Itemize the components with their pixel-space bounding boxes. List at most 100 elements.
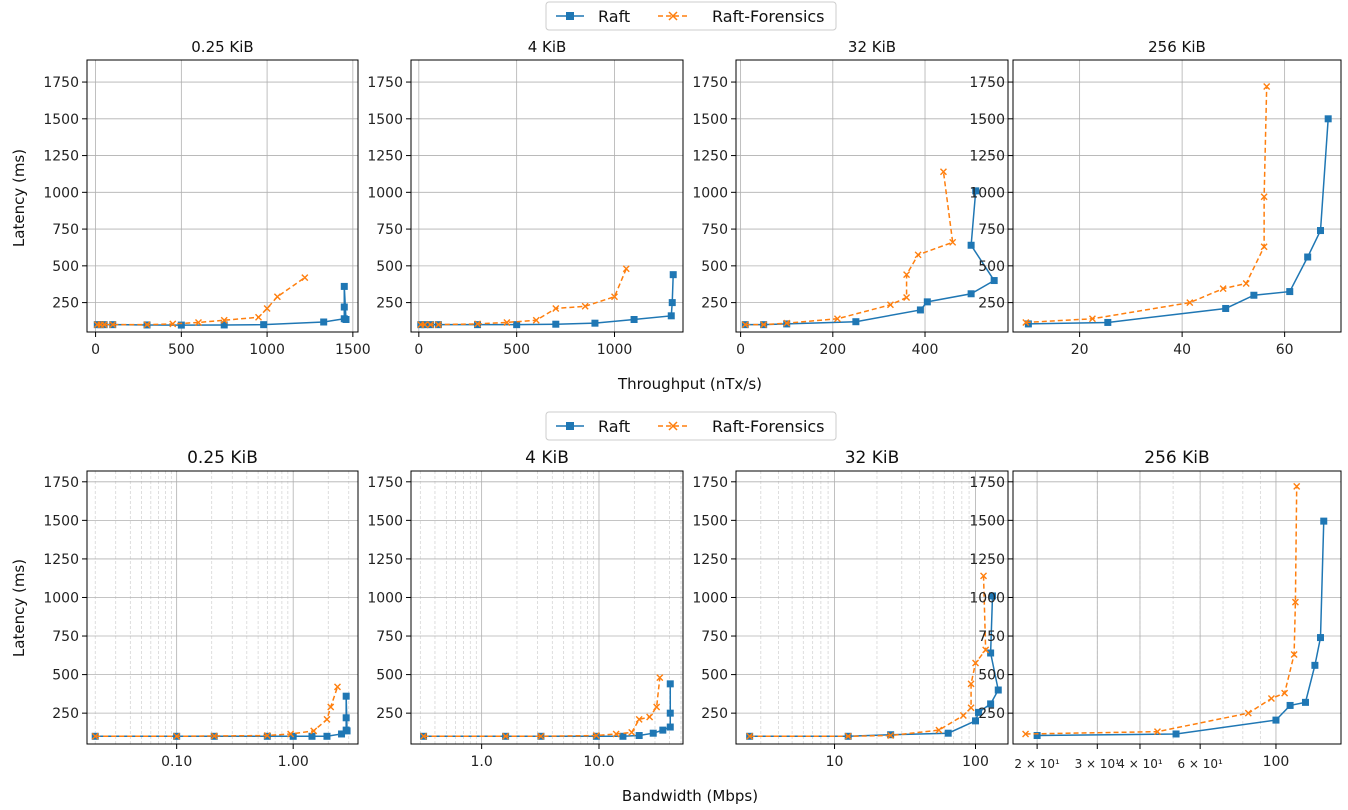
forensics-data-point [143, 321, 151, 329]
x-tick-label: 60 [1276, 342, 1294, 358]
legend-forensics-marker [668, 421, 678, 431]
y-tick-label: 750 [978, 629, 1005, 645]
raft-data-point [967, 241, 975, 249]
y-tick-label: 750 [376, 629, 403, 645]
forensics-data-point [532, 316, 540, 324]
subplot-4: 20 40 60 250 500 750 1000 1250 1500 1750 256 KiB [969, 38, 1342, 358]
forensics-data-point [611, 293, 619, 301]
y-tick-label: 750 [978, 222, 1005, 238]
subplot-2: 0 500 1000 250 500 750 1000 1250 1500 1750 4 KiB [367, 38, 684, 358]
forensics-data-point [194, 318, 202, 326]
y-tick-label: 1500 [692, 513, 728, 529]
legend-forensics-label: Raft-Forensics [712, 7, 825, 26]
y-tick-label: 1000 [367, 185, 403, 201]
axes-frame [1012, 470, 1342, 745]
subplot-title: 256 KiB [1148, 38, 1206, 56]
y-tick-label: 1500 [43, 513, 79, 529]
forensics-data-point [263, 732, 271, 740]
forensics-data-point [886, 301, 894, 309]
raft-data-point [342, 714, 350, 722]
forensics-series-line [97, 276, 306, 326]
y-tick-label: 500 [376, 668, 403, 684]
y-tick-label: 1500 [367, 513, 403, 529]
y-tick-label: 1500 [43, 112, 79, 128]
forensics-data-point [646, 713, 654, 721]
raft-data-point [1286, 288, 1294, 296]
forensics-data-point [255, 313, 263, 321]
x-tick-label: 1000 [249, 342, 285, 358]
y-tick-label: 250 [978, 706, 1005, 722]
raft-data-point [308, 732, 316, 740]
raft-data-point [1301, 698, 1309, 706]
y-tick-label: 250 [52, 706, 79, 722]
raft-data-point [923, 298, 931, 306]
y-tick-label: 500 [978, 668, 1005, 684]
forensics-data-point [91, 732, 99, 740]
forensics-data-point [1186, 299, 1194, 307]
axes-frame [735, 470, 1009, 745]
raft-data-point [1250, 291, 1258, 299]
forensics-data-point [1260, 243, 1268, 251]
forensics-data-point [220, 316, 228, 324]
forensics-data-point [628, 728, 636, 736]
y-tick-label: 250 [978, 296, 1005, 312]
raft-data-point [320, 318, 328, 326]
forensics-data-point [980, 572, 988, 580]
y-tick-label: 500 [978, 259, 1005, 275]
x-tick-label: 4 × 10¹ [1117, 757, 1163, 771]
forensics-data-point [502, 732, 510, 740]
y-tick-label: 750 [701, 629, 728, 645]
forensics-data-point [109, 321, 117, 329]
forensics-data-point [935, 726, 943, 734]
forensics-data-point [327, 703, 335, 711]
raft-data-point [260, 321, 268, 329]
y-tick-label: 500 [376, 259, 403, 275]
y-tick-label: 1000 [969, 590, 1005, 606]
forensics-data-point [581, 302, 589, 310]
forensics-data-point [273, 293, 281, 301]
raft-data-point [1286, 701, 1294, 709]
forensics-data-point [656, 674, 664, 682]
forensics-data-point [1088, 315, 1096, 323]
x-tick-label: 0.10 [161, 754, 192, 770]
x-tick-label: 200 [819, 342, 846, 358]
raft-data-point [666, 680, 674, 688]
raft-data-point [666, 709, 674, 717]
raft-data-point [852, 318, 860, 326]
raft-data-point [987, 649, 995, 657]
y-tick-label: 1250 [692, 149, 728, 165]
forensics-data-point [1219, 285, 1227, 293]
y-tick-label: 1250 [692, 552, 728, 568]
raft-series-line [749, 595, 1000, 738]
forensics-data-point [1260, 193, 1268, 201]
y-tick-label: 500 [52, 668, 79, 684]
y-tick-label: 500 [52, 259, 79, 275]
forensics-data-point [100, 321, 108, 329]
x-tick-label: 1.00 [278, 754, 309, 770]
forensics-series-line [95, 686, 339, 738]
y-tick-label: 1250 [43, 149, 79, 165]
forensics-data-point [263, 304, 271, 312]
raft-data-point [972, 187, 980, 195]
forensics-data-point [1267, 695, 1275, 702]
y-tick-label: 750 [52, 629, 79, 645]
x-tick-label: 10.0 [583, 754, 614, 770]
forensics-data-point [1153, 728, 1161, 736]
raft-data-point [630, 316, 638, 324]
y-tick-label: 1500 [692, 112, 728, 128]
forensics-data-point [173, 732, 181, 740]
y-tick-label: 1250 [367, 552, 403, 568]
y-tick-label: 1750 [969, 75, 1005, 91]
raft-data-point [342, 692, 350, 700]
forensics-data-point [427, 321, 435, 329]
forensics-data-point [741, 321, 749, 329]
y-tick-label: 1750 [43, 475, 79, 491]
subplot-title: 0.25 KiB [187, 448, 258, 468]
legend-forensics-label: Raft-Forensics [712, 417, 825, 436]
y-tick-label: 1000 [43, 590, 79, 606]
raft-data-point [1304, 253, 1312, 261]
legend-raft-label: Raft [598, 7, 630, 26]
forensics-data-point [169, 320, 177, 328]
raft-data-point [990, 277, 998, 285]
forensics-data-point [903, 271, 911, 279]
